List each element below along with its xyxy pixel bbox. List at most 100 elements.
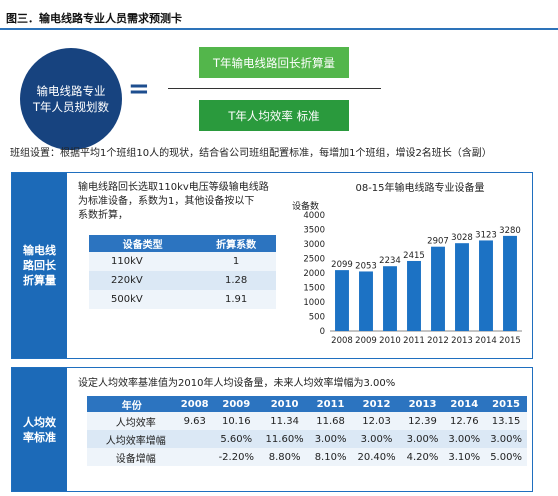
table-cell: 220kV — [89, 271, 197, 290]
efficiency-panel: 人均效 率标准 设定人均效率基准值为2010年人均设备量，未来人均效率增幅为3.… — [11, 367, 533, 492]
side-label-line: 折算量 — [23, 274, 56, 287]
table-cell: 3.00% — [443, 430, 486, 448]
x-tick-label: 2009 — [355, 336, 377, 346]
efficiency-table: 年份 2008 2009 2010 2011 2012 2013 2014 20… — [87, 396, 527, 466]
bar — [407, 260, 421, 331]
table-cell: 9.63 — [176, 412, 214, 430]
table-cell: -2.20% — [213, 448, 260, 466]
y-tick-label: 0 — [320, 327, 325, 337]
table-header: 2009 — [213, 396, 260, 412]
bar-value-label: 2099 — [331, 260, 353, 270]
table-header: 折算系数 — [196, 235, 276, 252]
numerator-box: T年输电线路回长折算量 — [199, 47, 349, 78]
row-label: 设备增幅 — [87, 448, 177, 466]
table-header-row: 年份 2008 2009 2010 2011 2012 2013 2014 20… — [87, 396, 527, 412]
table-header: 设备类型 — [89, 235, 197, 252]
table-row: 人均效率增幅 5.60% 11.60% 3.00% 3.00% 3.00% 3.… — [87, 430, 527, 448]
table-header: 年份 — [87, 396, 177, 412]
table-cell: 13.15 — [485, 412, 527, 430]
table-cell: 3.00% — [485, 430, 527, 448]
table-cell: 11.34 — [259, 412, 310, 430]
x-tick-label: 2011 — [403, 336, 425, 346]
table-cell: 8.80% — [259, 448, 310, 466]
bar-value-label: 2907 — [427, 237, 449, 247]
table-header: 2015 — [485, 396, 527, 412]
bar — [455, 243, 469, 331]
table-cell: 20.40% — [351, 448, 402, 466]
bar — [359, 271, 373, 331]
bar-value-label: 3280 — [499, 226, 521, 236]
table-cell: 1 — [196, 252, 276, 271]
table-header: 2013 — [401, 396, 444, 412]
table-cell: 4.20% — [401, 448, 444, 466]
table-row: 设备增幅 -2.20% 8.80% 8.10% 20.40% 4.20% 3.1… — [87, 448, 527, 466]
table-cell: 3.00% — [351, 430, 402, 448]
bar-value-label: 2053 — [355, 261, 377, 271]
bar-value-label: 2415 — [403, 251, 425, 261]
table-cell: 10.16 — [213, 412, 260, 430]
bar — [383, 266, 397, 331]
table-header: 2008 — [176, 396, 214, 412]
table-cell — [176, 448, 214, 466]
fraction-line — [168, 88, 381, 89]
table-row: 110kV 1 — [89, 252, 276, 271]
table-cell: 12.76 — [443, 412, 486, 430]
denominator-box: T年人均效率 标准 — [199, 100, 349, 131]
y-tick-label: 1000 — [303, 298, 325, 308]
y-tick-label: 500 — [309, 313, 325, 323]
table-cell: 3.00% — [401, 430, 444, 448]
page-title: 图三．输电线路专业人员需求预测卡 — [6, 12, 182, 25]
x-tick-label: 2013 — [451, 336, 473, 346]
efficiency-description: 设定人均效率基准值为2010年人均设备量，未来人均效率增幅为3.00% — [78, 378, 396, 389]
x-tick-label: 2010 — [379, 336, 401, 346]
x-tick-label: 2014 — [475, 336, 497, 346]
table-header: 2014 — [443, 396, 486, 412]
bar — [431, 246, 445, 331]
bar — [479, 240, 493, 331]
conversion-description: 输电线路回长选取110kv电压等级输电线路 为标准设备，系数为1，其他设备按以下… — [78, 181, 288, 223]
table-cell: 12.39 — [401, 412, 444, 430]
y-tick-label: 3500 — [303, 226, 325, 236]
table-row: 500kV 1.91 — [89, 290, 276, 309]
table-cell: 5.00% — [485, 448, 527, 466]
row-label: 人均效率增幅 — [87, 430, 177, 448]
bar-value-label: 2234 — [379, 256, 401, 266]
table-cell: 110kV — [89, 252, 197, 271]
desc-line: 系数折算， — [78, 210, 128, 221]
circle-line-1: 输电线路专业 — [36, 84, 106, 98]
chart-title: 08-15年输电线路专业设备量 — [355, 181, 484, 194]
bar — [335, 270, 349, 331]
team-setting-note: 班组设置：根据平均1个班组10人的现状，结合省公司班组配置标准，每增加1个班组，… — [10, 148, 492, 159]
table-header: 2012 — [351, 396, 402, 412]
y-tick-label: 2000 — [303, 269, 325, 279]
table-cell: 8.10% — [309, 448, 352, 466]
table-row: 220kV 1.28 — [89, 271, 276, 290]
x-tick-label: 2008 — [331, 336, 353, 346]
title-divider — [0, 28, 558, 30]
conversion-factor-table: 设备类型 折算系数 110kV 1 220kV 1.28 500kV 1.91 — [89, 235, 276, 309]
chart-ylabel: 设备数 — [292, 200, 319, 212]
equipment-bar-chart: 08-15年输电线路专业设备量 设备数 0 500 1000 1500 2000 2500… — [292, 181, 522, 346]
table-cell — [176, 430, 214, 448]
side-label-line: 输电线 — [23, 244, 56, 257]
desc-line: 为标准设备，系数为1，其他设备按以下 — [78, 196, 255, 207]
panel-side-label: 输电线 路回长 折算量 — [12, 173, 67, 358]
panel-side-label: 人均效 率标准 — [12, 368, 67, 491]
table-cell: 3.00% — [309, 430, 352, 448]
table-header-row: 设备类型 折算系数 — [89, 235, 276, 252]
x-tick-label: 2012 — [427, 336, 449, 346]
table-cell: 5.60% — [213, 430, 260, 448]
table-header: 2010 — [259, 396, 310, 412]
y-tick-label: 2500 — [303, 255, 325, 265]
side-label-line: 率标准 — [23, 430, 56, 444]
side-label-line: 人均效 — [23, 415, 56, 429]
table-cell: 3.10% — [443, 448, 486, 466]
table-cell: 1.91 — [196, 290, 276, 309]
bar — [503, 235, 517, 331]
table-cell: 500kV — [89, 290, 197, 309]
bar-value-label: 3028 — [451, 233, 473, 243]
table-cell: 11.68 — [309, 412, 352, 430]
row-label: 人均效率 — [87, 412, 177, 430]
table-cell: 12.03 — [351, 412, 402, 430]
equals-sign: = — [128, 74, 150, 104]
